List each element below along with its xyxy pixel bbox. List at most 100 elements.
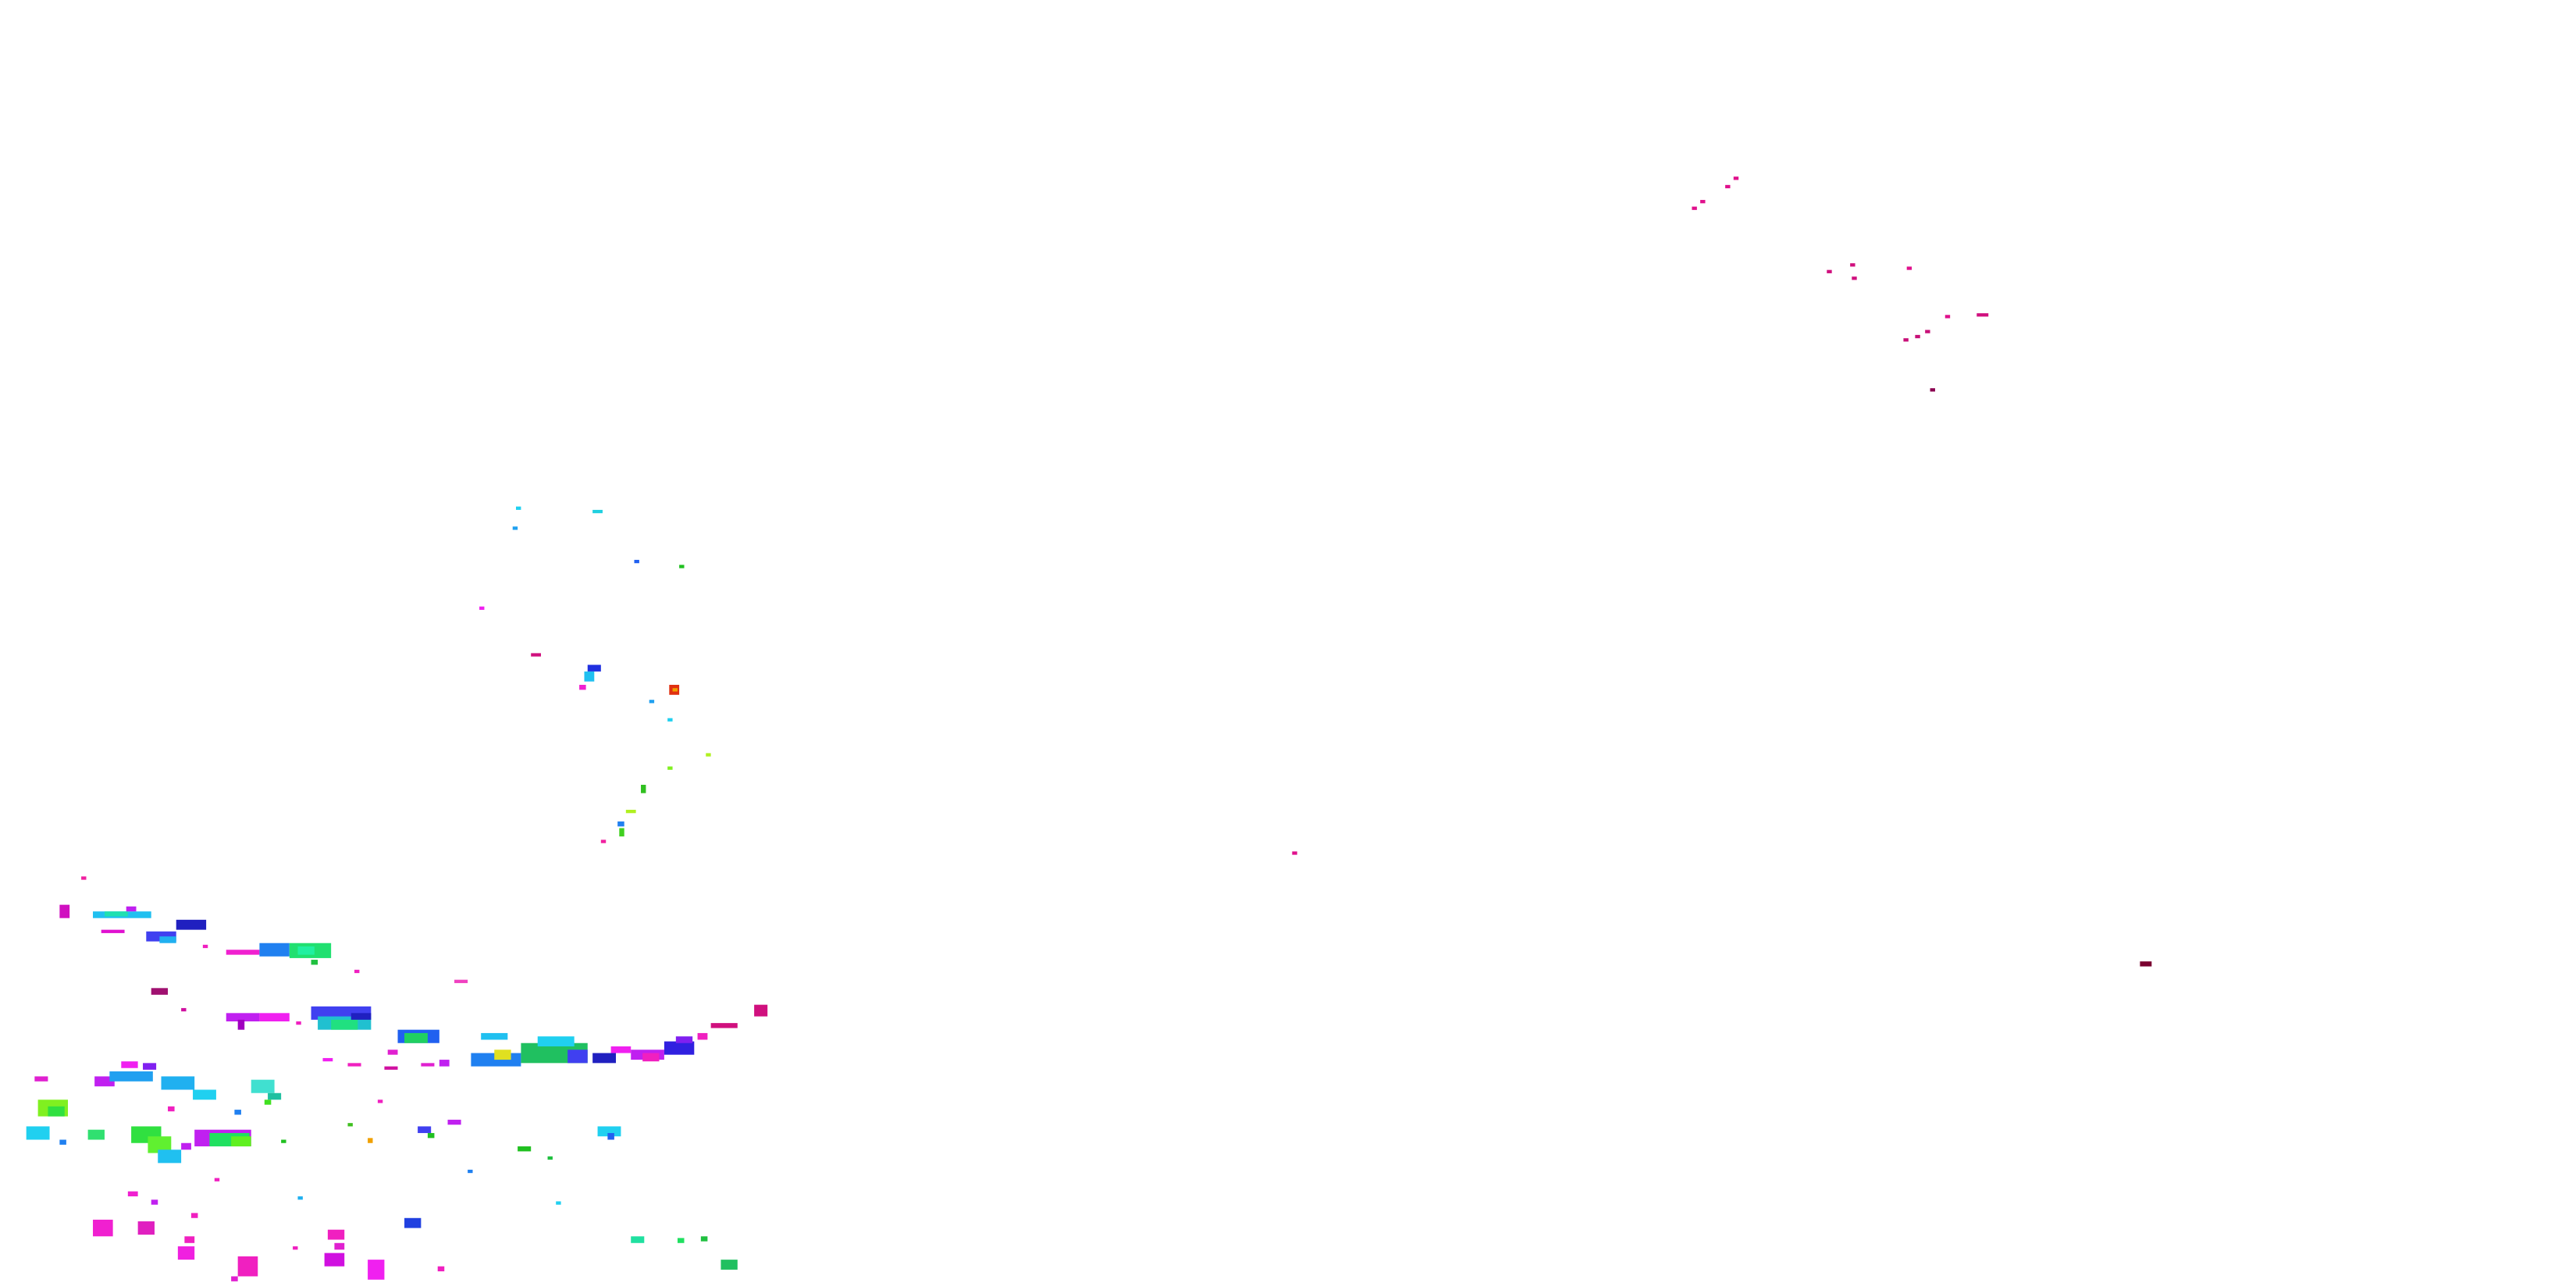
point [297,1196,303,1200]
point [641,785,646,793]
point [214,1178,220,1181]
point [324,1253,345,1267]
point [48,1106,65,1117]
point [251,1079,275,1093]
point [59,904,70,918]
point [158,1149,182,1164]
point [202,944,208,949]
point [368,1138,373,1143]
point [322,1057,333,1062]
point [547,1156,553,1160]
point [151,1199,158,1205]
point [347,1063,361,1067]
point [1930,388,1935,392]
point [1906,266,1912,270]
point [181,1007,187,1012]
point [237,1019,245,1030]
point [101,929,125,933]
point [1852,276,1857,280]
point [634,559,639,564]
point [231,1276,238,1281]
point [384,1066,398,1070]
point [592,1053,617,1064]
point [481,1032,508,1040]
point [350,1013,372,1020]
point [1850,263,1856,267]
point [697,1032,708,1040]
point [334,1242,345,1250]
point [468,1169,473,1174]
point [579,684,586,690]
point [268,1092,282,1100]
point [1733,176,1739,180]
point [667,766,673,770]
point [181,1142,191,1150]
point [454,979,468,983]
point [264,1099,272,1105]
point [600,839,607,843]
point [675,1036,693,1043]
point [537,1036,575,1047]
point [1925,330,1930,333]
point [531,653,542,657]
point [109,1071,153,1082]
point [427,1132,435,1139]
point [556,1201,561,1205]
point [293,1246,298,1250]
point [190,1213,198,1218]
point [625,810,636,814]
point [679,565,685,568]
point [494,1050,511,1060]
point [176,919,207,930]
point [597,1126,621,1137]
point [234,1110,241,1115]
point [81,876,87,880]
point [368,1260,385,1280]
point [418,1126,432,1133]
point [720,1260,738,1270]
point [479,606,485,610]
point [231,1136,251,1147]
point [311,960,318,965]
point [331,1019,358,1030]
point [447,1119,461,1125]
point [87,1129,105,1140]
point [404,1217,422,1228]
point [2140,961,2152,967]
point [1827,269,1832,273]
point [1915,334,1920,339]
point [121,1061,138,1068]
point [1692,206,1697,210]
point [664,1041,695,1055]
point [568,1050,588,1064]
point [143,1063,157,1070]
point [159,936,176,943]
point [404,1032,428,1043]
point [754,1004,768,1017]
point [587,665,601,672]
point [619,828,624,837]
point [193,1089,216,1100]
point [297,946,315,955]
point [281,1139,286,1143]
point [377,1099,383,1103]
point [259,943,290,957]
point [1944,315,1951,319]
point [26,1126,50,1140]
point [296,1021,301,1025]
point [127,1191,138,1197]
point [59,1139,66,1145]
point [1700,200,1706,204]
point [518,1146,532,1152]
point [226,1013,260,1021]
point [584,671,595,682]
point [607,1132,614,1140]
point [515,506,521,510]
point [327,1229,345,1240]
point [259,1013,290,1021]
point [439,1060,450,1067]
point [354,969,360,974]
point [1725,184,1731,189]
